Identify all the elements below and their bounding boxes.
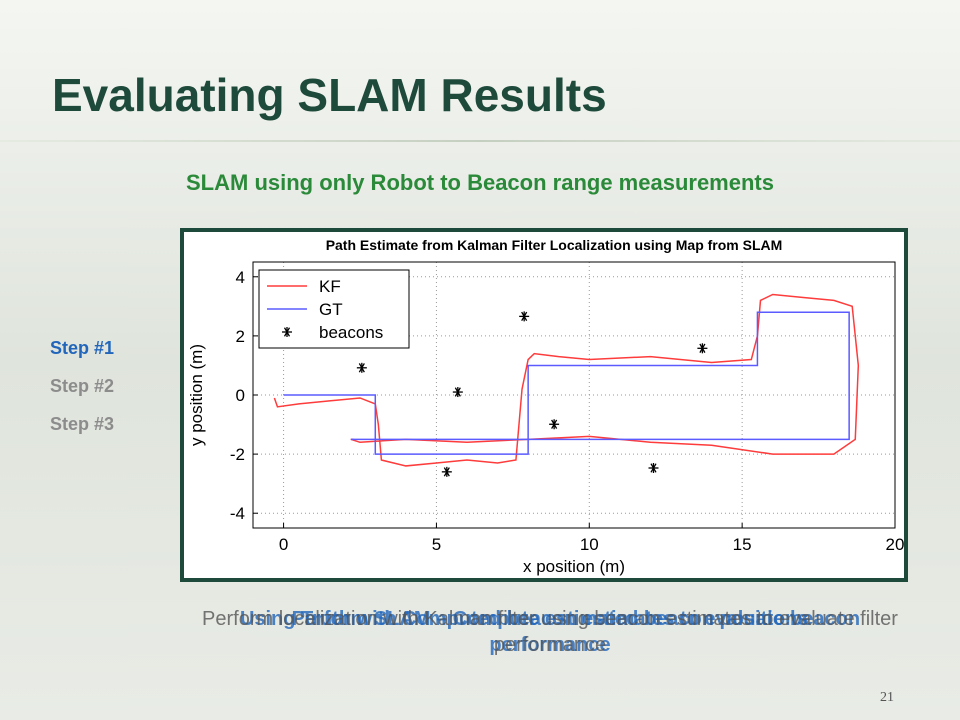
x-tick-label: 15: [733, 535, 752, 554]
beacon-point: [356, 362, 367, 373]
legend-marker: [282, 327, 292, 337]
slide-subtitle: SLAM using only Robot to Beacon range me…: [186, 170, 774, 195]
series-line: [273, 293, 860, 467]
beacon-point: [648, 463, 659, 474]
series-line: [283, 311, 850, 455]
x-tick-label: 20: [886, 535, 905, 554]
step: Step #2: [50, 376, 115, 396]
beacon-point: [441, 466, 452, 477]
slide-title: Evaluating SLAM Results: [52, 69, 607, 121]
chart: Path Estimate from Kalman Filter Localiz…: [180, 228, 908, 582]
step: Step #3: [50, 414, 115, 434]
beacon-point: [549, 419, 560, 430]
beacon-point: [519, 311, 530, 322]
page-number: 21: [880, 690, 894, 705]
beacon-point: [697, 343, 708, 354]
x-axis-label: x position (m): [523, 557, 625, 576]
legend-label: beacons: [319, 323, 383, 342]
divider: [0, 140, 960, 142]
step: Step #1: [50, 338, 115, 358]
y-tick-label: 4: [236, 268, 245, 287]
caption: Using Truth with Computed beacon estimat…: [239, 608, 861, 656]
x-tick-label: 0: [279, 535, 288, 554]
y-tick-label: -2: [230, 445, 245, 464]
legend-label: KF: [319, 277, 341, 296]
legend-label: GT: [319, 300, 343, 319]
y-axis-label: y position (m): [187, 344, 206, 446]
caption: Perform SLAM – Compute estimated beacon …: [291, 608, 809, 630]
x-tick-label: 5: [432, 535, 441, 554]
y-tick-label: -4: [230, 504, 245, 523]
chart-title: Path Estimate from Kalman Filter Localiz…: [326, 237, 783, 253]
x-tick-label: 10: [580, 535, 599, 554]
y-tick-label: 0: [236, 386, 245, 405]
caption: Perform localization with Kalman filter …: [202, 608, 898, 656]
beacon-point: [452, 387, 463, 398]
plot-area: [252, 261, 896, 529]
y-tick-label: 2: [236, 327, 245, 346]
